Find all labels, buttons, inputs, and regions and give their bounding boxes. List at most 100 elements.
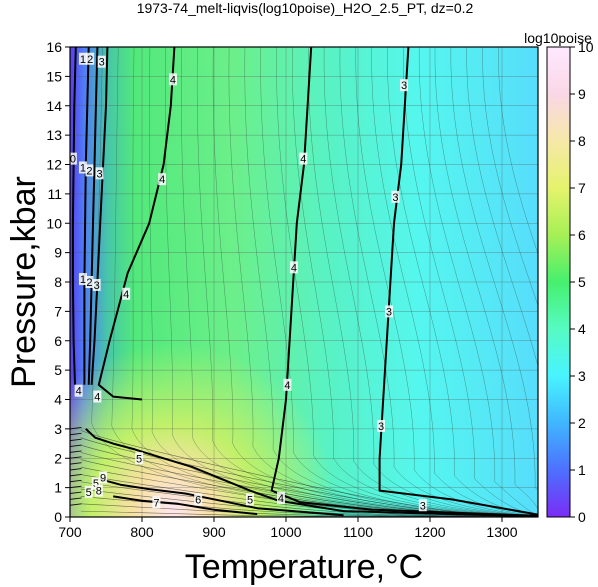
y-tick-label: 9	[54, 245, 62, 261]
contour-label-bg	[299, 152, 308, 165]
fine-contour-line	[80, 466, 538, 517]
contour-label-bg	[86, 52, 95, 65]
colorbar-tick-label: 0	[578, 509, 586, 525]
fine-contour-line	[70, 473, 82, 477]
contour-label: 4	[159, 174, 165, 186]
contour-label: 4	[278, 493, 284, 505]
colorbar-tick-label: 6	[578, 227, 586, 243]
contour-label: 4	[170, 74, 176, 86]
y-tick-label: 7	[54, 303, 62, 319]
contour-line-level-3	[90, 47, 109, 385]
contour-label: 2	[86, 165, 92, 177]
contour-label: 4	[123, 289, 129, 301]
contour-label-bg	[384, 305, 393, 318]
colorbar-tick-label: 9	[578, 86, 586, 102]
contour-label-bg	[99, 471, 108, 484]
contour-label-bg	[97, 55, 106, 68]
fine-contour-line	[403, 47, 538, 517]
y-tick-label: 4	[54, 392, 62, 408]
contour-label-bg	[85, 276, 94, 288]
contour-label-bg	[122, 287, 131, 300]
x-tick-label: 1200	[414, 524, 445, 540]
contour-label: 1	[80, 54, 86, 66]
fine-contour-line	[418, 47, 538, 517]
contour-label-bg	[418, 499, 427, 512]
fine-contour-line	[482, 47, 538, 517]
contour-label-bg	[135, 452, 144, 465]
contour-label: 3	[99, 57, 105, 69]
contour-label-bg	[400, 79, 409, 92]
fine-contour-line	[466, 47, 538, 517]
contour-label: 3	[94, 280, 100, 292]
contour-label: 2	[86, 277, 92, 289]
contour-label: 6	[195, 494, 201, 506]
contour-label-bg	[152, 496, 161, 509]
fine-contour-line	[292, 47, 538, 517]
y-tick-label: 10	[46, 215, 62, 231]
fine-contour-line	[149, 47, 538, 517]
contour-label: 2	[87, 54, 93, 66]
fine-contour-line	[80, 444, 538, 517]
colorbar-tick-label: 4	[578, 321, 586, 337]
contour-label-bg	[246, 493, 254, 506]
chart-title: 1973-74_melt-liqvis(log10poise)_H2O_2.5_…	[137, 0, 474, 16]
contour-label: 4	[284, 380, 290, 392]
contour-label-bg	[70, 152, 77, 165]
colorbar-tick-label: 8	[578, 133, 586, 149]
contour-label-bg	[92, 278, 101, 291]
x-tick-label: 1000	[270, 524, 301, 540]
colorbar	[546, 46, 571, 518]
fine-contour-line	[434, 47, 538, 517]
contour-label: 3	[401, 80, 407, 92]
contour-label-bg	[78, 273, 87, 286]
y-tick-label: 8	[54, 274, 62, 290]
fine-contour-line	[70, 462, 82, 465]
contour-label-bg	[78, 52, 87, 65]
y-tick-label: 11	[47, 186, 62, 202]
x-tick-label: 1100	[343, 524, 373, 540]
contour-label: 7	[153, 497, 159, 509]
contour-label: 4	[291, 262, 297, 274]
x-tick-label: 1300	[486, 524, 517, 540]
contour-label: 1	[80, 162, 86, 174]
contour-label-bg	[85, 164, 94, 177]
contour-label-bg	[391, 190, 400, 203]
fine-contour-line	[70, 444, 82, 447]
contour-label-bg	[283, 378, 292, 391]
y-tick-label: 15	[46, 68, 62, 84]
contour-label-bg	[158, 173, 167, 186]
fine-contour-line	[70, 438, 82, 442]
fine-contour-line	[181, 47, 538, 517]
contour-label-bg	[91, 477, 100, 490]
contour-label: 5	[247, 494, 253, 506]
fine-contour-line	[387, 47, 538, 517]
y-tick-label: 6	[54, 333, 62, 349]
x-tick-label: 800	[130, 524, 154, 540]
contour-label-bg	[94, 484, 103, 497]
contour-label: 4	[300, 154, 306, 166]
contour-label-bg	[93, 390, 102, 403]
colorbar-tick-label: 3	[578, 368, 586, 384]
fine-contour-line	[498, 47, 538, 517]
contour-label-bg	[377, 419, 386, 432]
contour-label-bg	[95, 167, 104, 180]
fine-contour-line	[323, 47, 538, 517]
y-tick-label: 12	[46, 157, 62, 173]
y-tick-label: 13	[46, 127, 62, 143]
fine-contour-line	[70, 491, 82, 494]
y-tick-label: 16	[46, 39, 62, 55]
fine-contour-line	[339, 47, 538, 517]
contour-label: 3	[386, 306, 392, 318]
colorbar-tick-label: 7	[578, 180, 586, 196]
fine-contour-line	[355, 47, 538, 517]
contour-label-bg	[84, 486, 93, 499]
contour-line-level-6	[98, 477, 344, 517]
y-tick-label: 14	[46, 98, 62, 114]
fine-contour-line	[70, 485, 82, 489]
contour-label-bg	[74, 384, 83, 397]
contour-label: 4	[94, 392, 100, 404]
x-axis-title: Temperature,°C	[185, 548, 423, 586]
contour-label-bg	[168, 73, 177, 86]
fine-contour-line	[212, 47, 538, 517]
